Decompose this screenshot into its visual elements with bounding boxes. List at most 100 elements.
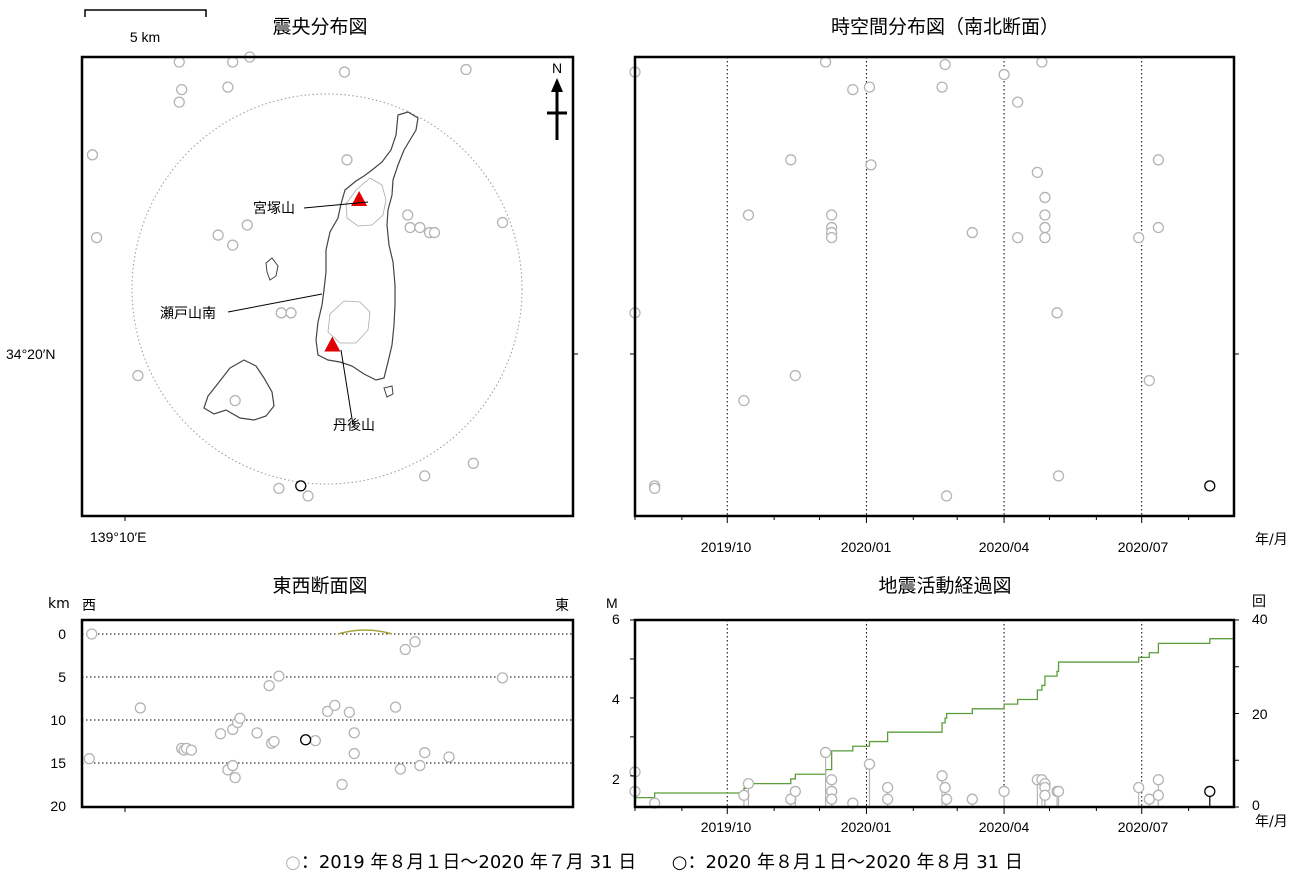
ew-old-point [329,699,341,712]
lat-label: 34°20′N [6,346,55,362]
time-old-point [966,226,978,239]
time-old-point [939,58,951,71]
time-old-point [738,394,750,407]
ts-tick-label: 2020/07 [1118,539,1169,555]
time-old-point [1133,231,1145,244]
ew-old-point [321,705,334,718]
epicenter-old-point [496,216,509,229]
ew-old-point [348,747,360,760]
epicenter-old-point [176,83,188,96]
epicenter-new-point [295,480,307,492]
ac-tick-label: 2020/01 [841,819,892,835]
m-tick: 2 [612,771,620,787]
ew-old-point [268,735,280,748]
ew-old-point [263,679,275,692]
epicenter-old-point [341,154,353,166]
ew-old-point [251,727,263,739]
ew-old-point [214,728,227,740]
magnitude-old-point [936,770,948,782]
leader-line-2 [227,293,323,313]
ew-old-point [234,712,246,724]
magnitude-old-point [825,793,838,805]
time-old-point [1039,231,1051,244]
legend-new-text: ：2020 年８月１日～2020 年８月 31 日 [687,852,1023,873]
ew-old-point [389,701,402,713]
activity-frame [633,618,1236,809]
time-old-point [847,83,859,96]
ts-tick-label: 2020/01 [841,539,892,555]
m-label: M [606,595,618,611]
ew-old-point [134,702,146,714]
magnitude-old-point [1052,785,1065,798]
magnitude-old-point [1152,774,1165,786]
ew-old-point [414,759,426,772]
epicenter-old-point [212,229,224,241]
time-old-point [1031,166,1044,179]
time-new-point [1204,480,1216,492]
ts-tick-label: 2020/04 [979,539,1030,555]
north-label: N [552,60,562,76]
epicenter-map-panel: N 宮塚山 瀬戸山南 丹後山 34°20′N 139°10′E [6,51,578,545]
epicenter-old-point [132,369,144,382]
epicenter-old-point [275,307,287,319]
epicenter-old-point [241,219,253,231]
cumulative-count-line [635,638,1234,799]
epicenter-old-point [338,66,351,78]
island-contour [327,177,387,344]
time-section-panel: 2019/10 2020/01 2020/04 2020/07 年/月 [629,55,1288,555]
epicenter-old-point [273,482,285,495]
depth-tick: 10 [50,712,66,728]
epicenter-old-point [227,239,239,251]
depth-tick: 15 [50,755,66,771]
time-old-point [1012,231,1024,244]
time-old-point [863,81,876,93]
time-old-point [998,68,1010,81]
epicenter-old-point [414,221,426,234]
ew-old-point [419,747,431,759]
epicenter-old-point [419,470,431,482]
activity-title: 地震活動経過図 [878,575,1011,597]
ew-new-point [299,734,312,746]
ew-old-point [185,744,198,756]
legend-old-symbol: ○ [285,852,301,873]
north-arrow-icon [547,78,567,140]
time-old-point [789,369,801,382]
time-section-frame [633,55,1236,518]
epicenter-old-point [222,81,234,93]
magnitude-old-point [825,774,838,786]
time-old-point [819,56,832,68]
ac-tick-label: 2019/10 [701,819,752,835]
ew-east-label: 東 [555,598,569,614]
magnitude-old-point [742,777,755,790]
ew-old-point [496,672,509,684]
ew-old-point [273,670,285,682]
range-circle [131,93,523,485]
ew-old-point [336,778,348,791]
ew-old-point [343,706,356,718]
lon-label: 139°10′E [90,529,147,545]
m-tick: 4 [612,691,620,707]
rock-outline [265,257,394,398]
time-old-point [940,490,953,502]
magnitude-old-point [940,793,953,805]
depth-tick: 5 [58,669,66,685]
depth-tick: 20 [50,798,66,814]
magnitude-old-point [819,746,832,759]
time-old-point [936,81,948,93]
count-label: 回 [1252,594,1266,610]
magnitude-old-point [1152,789,1165,801]
magnitude-old-point [881,781,894,794]
epicenter-old-point [229,394,241,407]
map-frame [80,55,575,518]
ts-tick-label: 2019/10 [701,539,752,555]
activity-panel: M 6 4 2 回 40 20 0 2019/10 2020/01 2020/0… [606,594,1288,835]
time-old-point [1036,56,1048,68]
ac-tick-label: 2020/04 [979,819,1030,835]
depth-tick: 0 [58,626,66,642]
ew-depth-unit: km [48,596,70,612]
time-old-point [1143,374,1155,387]
time-old-point [1039,209,1051,221]
ew-section-panel: km 西 東 0 5 10 15 20 [48,596,575,814]
map-title: 震央分布図 [272,16,367,38]
